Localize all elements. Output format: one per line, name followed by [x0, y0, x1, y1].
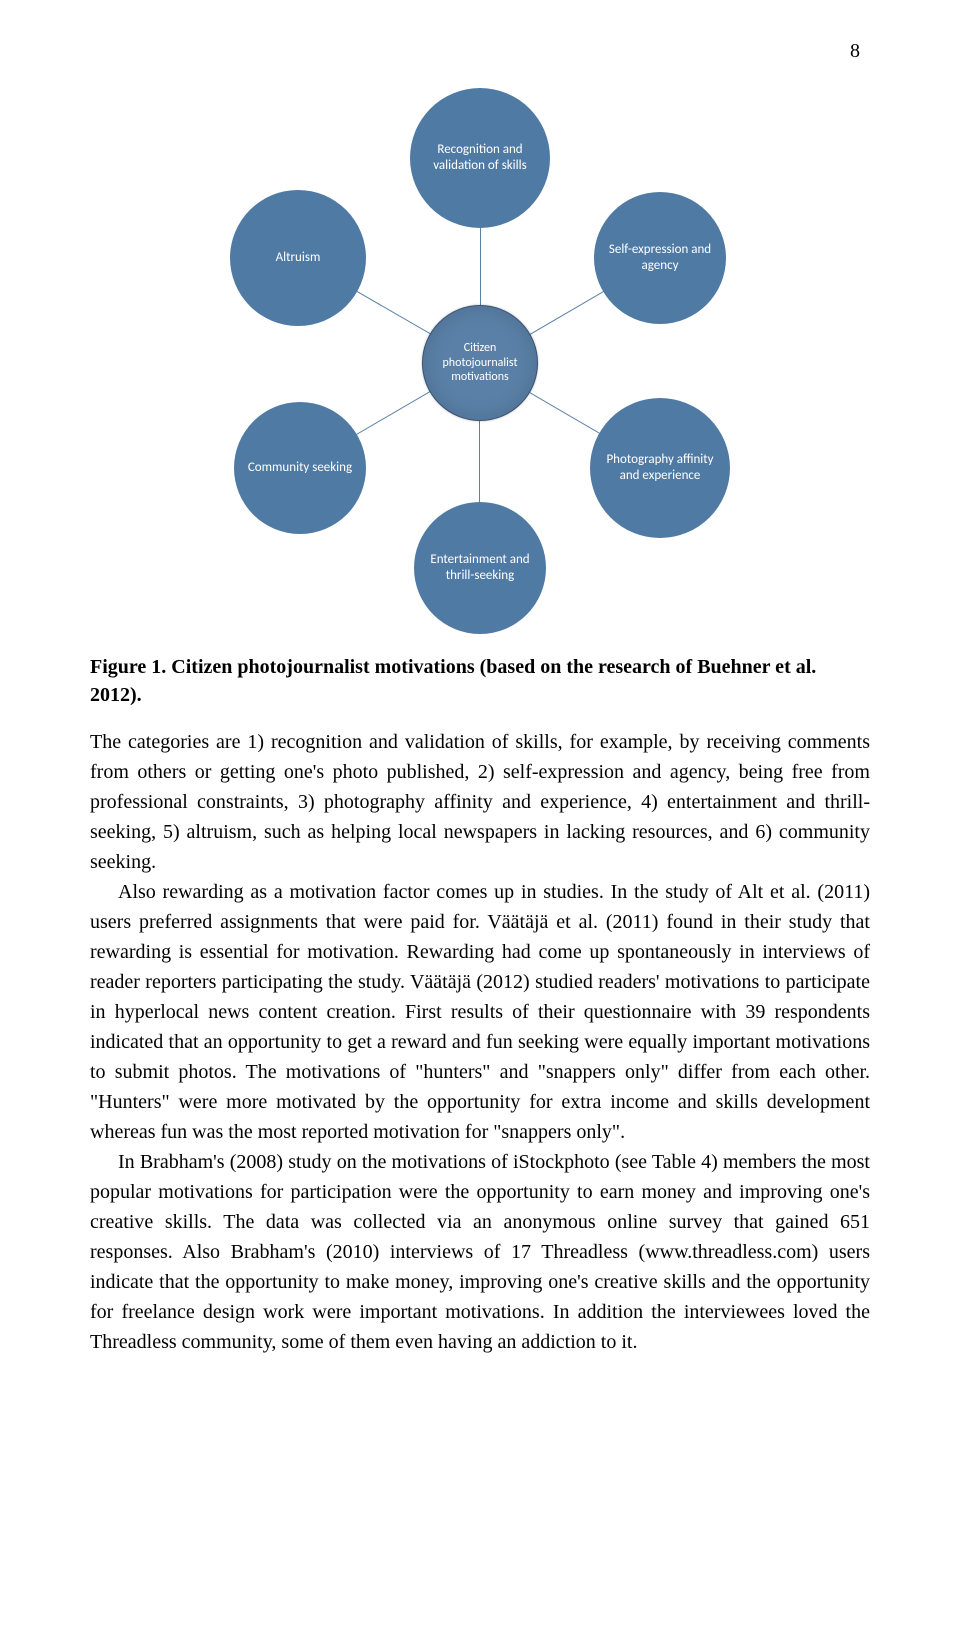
node-photo-affin: Photography affinity and experience: [590, 398, 730, 538]
node-community: Community seeking: [234, 402, 366, 534]
node-altruism: Altruism: [230, 190, 366, 326]
paragraph-3: In Brabham's (2008) study on the motivat…: [90, 1147, 870, 1357]
figure-caption: Figure 1. Citizen photojournalist motiva…: [90, 653, 870, 709]
node-self-expr: Self-expression and agency: [594, 192, 726, 324]
paragraph-1: The categories are 1) recognition and va…: [90, 727, 870, 877]
paragraph-2: Also rewarding as a motivation factor co…: [90, 877, 870, 1147]
motivations-diagram: Recognition and validation of skills Self…: [190, 83, 770, 623]
node-recognition: Recognition and validation of skills: [410, 88, 550, 228]
node-entertain: Entertainment and thrill-seeking: [414, 502, 546, 634]
body-text: The categories are 1) recognition and va…: [90, 727, 870, 1357]
page-number: 8: [90, 40, 870, 63]
node-center: Citizen photojournalist motivations: [422, 305, 538, 421]
